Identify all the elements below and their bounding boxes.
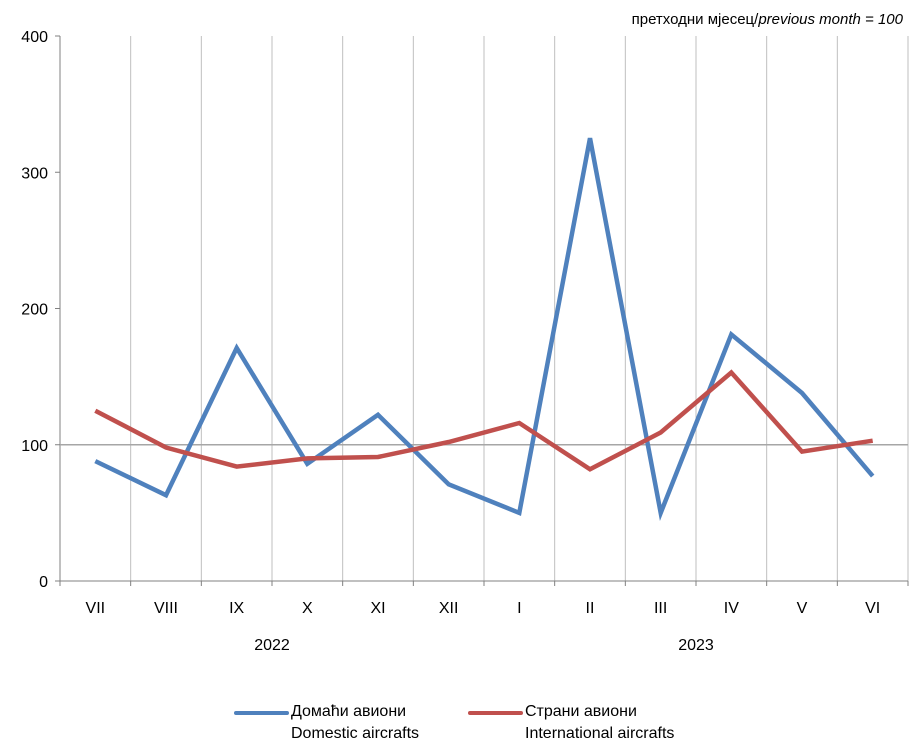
legend-swatch-domestic	[234, 711, 289, 715]
x-tick-label: VI	[865, 600, 880, 617]
gridlines	[130, 36, 909, 581]
x-tick-label: III	[654, 600, 667, 617]
x-tick-label: VIII	[154, 600, 178, 617]
x-tick-label: IV	[724, 600, 739, 617]
x-tick-label: X	[302, 600, 313, 617]
x-tick-label: II	[586, 600, 595, 617]
x-tick-label: IX	[229, 600, 244, 617]
unit-note-italic: previous month = 100	[758, 11, 903, 28]
year-label: 2023	[678, 637, 714, 654]
unit-note: претходни мјесец/previous month = 100	[632, 11, 903, 28]
x-axis-ticks: VII VIII IX X XI XII I II III IV V VI	[59, 581, 909, 617]
legend-label-domestic-line2: Domestic aircrafts	[291, 725, 420, 742]
legend-label-international: Страни авиони International aircrafts	[525, 701, 674, 745]
legend-swatch-international	[468, 711, 523, 715]
legend-label-domestic: Домаћи авиони Domestic aircrafts	[291, 701, 419, 745]
x-tick-label: VII	[86, 600, 106, 617]
legend-label-international-line2: International aircrafts	[525, 725, 675, 742]
series-lines	[94, 137, 875, 521]
year-label: 2022	[254, 637, 290, 654]
unit-note-prefix: претходни мјесец/	[631, 11, 759, 28]
series-line-domestic	[94, 137, 875, 521]
legend-label-domestic-line1: Домаћи авиони	[291, 703, 407, 720]
x-tick-label: V	[797, 600, 808, 617]
year-labels: 2022 2023	[254, 637, 714, 654]
y-axis-ticks: 0 100 200 300 400	[21, 29, 60, 591]
series-line-international	[94, 369, 874, 472]
y-tick-label: 200	[21, 302, 48, 319]
x-tick-label: XII	[439, 600, 459, 617]
x-tick-label: I	[517, 600, 521, 617]
x-tick-label: XI	[370, 600, 385, 617]
y-tick-label: 100	[21, 438, 48, 455]
legend-label-international-line1: Страни авиони	[525, 703, 637, 720]
y-tick-label: 400	[21, 29, 48, 46]
y-tick-label: 300	[21, 165, 48, 182]
y-tick-label: 0	[39, 574, 48, 591]
